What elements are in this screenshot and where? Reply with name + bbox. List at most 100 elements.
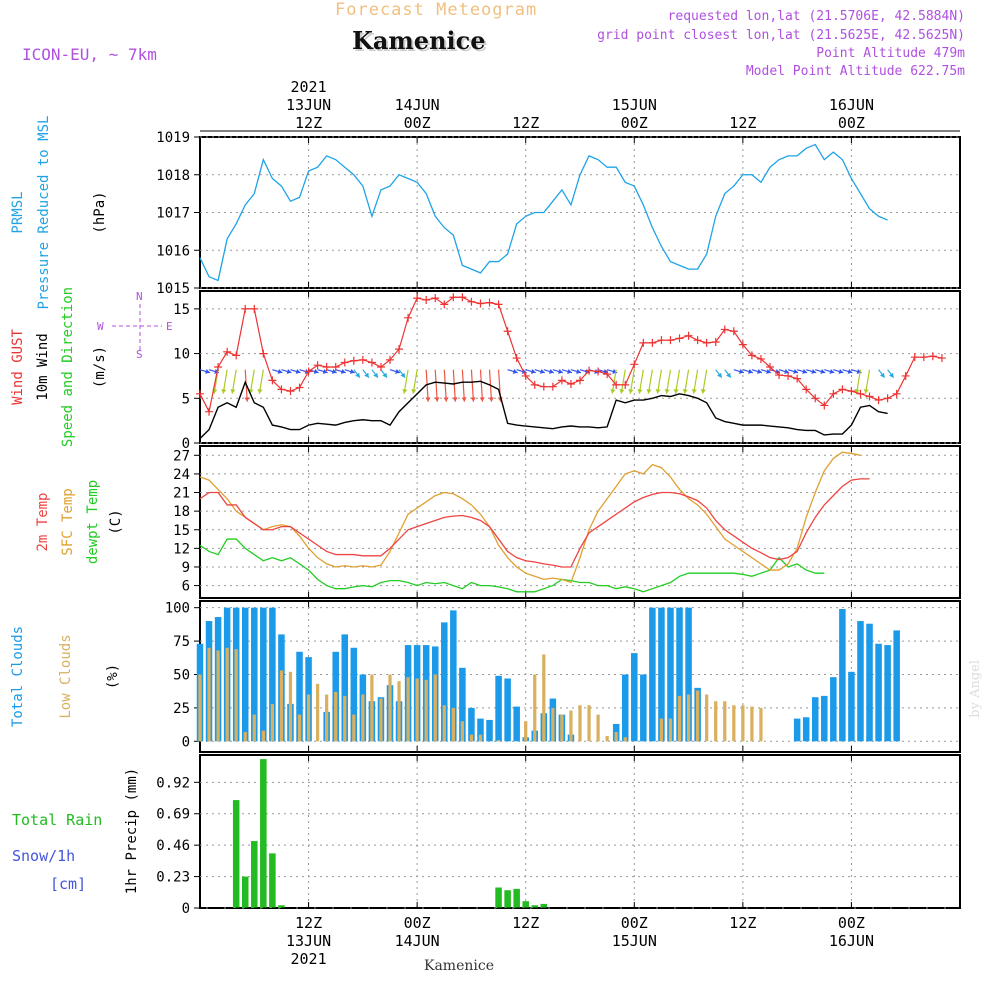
- wind-ytick-label: 5: [182, 391, 190, 407]
- precip-ytick-label: 0.23: [156, 870, 190, 886]
- wind-arrows: [199, 368, 895, 402]
- total-cloud-bar: [830, 677, 837, 742]
- wind-gust-marker: [675, 334, 684, 343]
- wind-arrow-head: [637, 389, 643, 394]
- temp-ytick-label: 21: [173, 486, 190, 502]
- precip-frame: [199, 754, 961, 909]
- total-cloud-bar: [468, 707, 475, 742]
- compass-cross: [112, 304, 162, 350]
- wind-gust-marker: [367, 358, 376, 367]
- total-cloud-bar: [486, 719, 493, 742]
- wind-speed-line: [199, 380, 888, 440]
- wind-arrow-head: [619, 389, 625, 394]
- wind-arrow-head: [402, 389, 408, 394]
- wind-gust-marker: [503, 327, 512, 336]
- wind-arrow-head: [400, 372, 406, 378]
- low-cloud-bar: [614, 731, 618, 742]
- low-cloud-bar: [686, 694, 691, 742]
- precip-side-label: Total Rain: [12, 811, 102, 829]
- wind-gust-marker: [693, 336, 702, 345]
- rain-bar: [278, 905, 285, 908]
- pressure-ytick-label: 1019: [156, 130, 190, 146]
- temp-ytick-label: 27: [173, 448, 190, 464]
- wind-gust-marker: [892, 389, 901, 398]
- precip-side-label: Snow/1h: [12, 847, 75, 865]
- bottom-axis-label: 12Z: [295, 914, 322, 932]
- clouds-side-label: Total Clouds: [10, 626, 26, 727]
- temp-2m-line: [199, 478, 870, 568]
- low-cloud-bar: [379, 698, 383, 742]
- total-cloud-bar: [450, 610, 457, 742]
- top-axis-label: 12Z: [295, 114, 322, 132]
- clouds-side-label: (%): [105, 664, 121, 689]
- wind-gust-marker: [657, 336, 666, 345]
- wind-arrow-shaft: [434, 369, 438, 402]
- low-cloud-bar: [560, 714, 564, 742]
- wind-arrow-head: [888, 372, 894, 378]
- wind-arrow-head: [364, 372, 369, 378]
- wind-arrow-head: [655, 389, 661, 394]
- wind-arrow-head: [838, 368, 844, 374]
- low-cloud-bar: [578, 705, 582, 742]
- wind-gust-marker: [711, 337, 720, 346]
- low-cloud-bar: [388, 674, 392, 742]
- wind-arrow-head: [664, 389, 670, 394]
- total-cloud-bar: [269, 607, 276, 742]
- precip-side-label: [cm]: [50, 875, 86, 893]
- low-cloud-bar: [659, 718, 664, 742]
- total-cloud-bar: [884, 645, 891, 742]
- temp-side-label: SFC Temp: [60, 488, 76, 555]
- wind-gust-marker: [874, 396, 883, 405]
- wind-gust-marker: [919, 353, 928, 362]
- low-cloud-bar: [306, 694, 311, 742]
- wind-arrow-head: [567, 368, 572, 374]
- wind-arrow-head: [691, 389, 697, 394]
- wind-gust-marker: [847, 387, 856, 396]
- wind-gust-marker: [648, 338, 657, 347]
- total-cloud-bar: [251, 607, 258, 742]
- wind-gust-marker: [295, 383, 304, 392]
- wind-gust-marker: [621, 380, 630, 389]
- wind-gust-marker: [702, 338, 711, 347]
- pressure-ytick-label: 1016: [156, 243, 190, 259]
- wind-side-label: 10m Wind: [35, 333, 51, 400]
- low-cloud-bar: [668, 718, 673, 742]
- wind-gust-marker: [775, 371, 784, 380]
- wind-arrow-head: [373, 372, 378, 378]
- forecast-title: Forecast Meteogram: [335, 0, 538, 20]
- bottom-axis-label: 16JUN: [829, 932, 874, 950]
- wind-gust-marker: [458, 293, 467, 302]
- dewpt-line: [199, 538, 825, 593]
- wind-gust-marker: [340, 358, 349, 367]
- top-axis-label: 00Z: [404, 114, 431, 132]
- wind-gust-marker: [729, 327, 738, 336]
- wind-gust-marker: [539, 382, 548, 391]
- wind-gust-marker: [322, 363, 331, 371]
- total-cloud-bar: [857, 621, 864, 742]
- low-cloud-bar: [225, 647, 229, 742]
- wind-arrow-head: [530, 368, 536, 374]
- low-cloud-bar: [424, 679, 428, 742]
- wind-gust-marker: [422, 295, 431, 304]
- precip-panel: 0 0.23 0.46 0.69 0.92: [156, 754, 961, 917]
- total-cloud-bar: [793, 718, 801, 742]
- precip-bars: [200, 759, 960, 909]
- wind-arrow-shaft: [443, 369, 447, 402]
- wind-arrow-head: [277, 368, 283, 374]
- pressure-panel: 1015 1016 1017 1018 1019: [156, 130, 961, 297]
- low-cloud-bar: [270, 703, 275, 742]
- clouds-ytick-label: 50: [173, 667, 190, 683]
- low-cloud-bar: [288, 671, 293, 742]
- low-cloud-bar: [433, 674, 437, 742]
- wind-arrow-head: [512, 368, 518, 374]
- temp-ytick-label: 9: [182, 560, 190, 576]
- low-cloud-bar: [478, 734, 483, 742]
- wind-gust-marker: [286, 387, 295, 396]
- total-cloud-bar: [658, 607, 665, 742]
- rain-bar: [251, 841, 258, 908]
- low-cloud-bar: [216, 650, 220, 742]
- pressure-ytick-label: 1017: [156, 206, 190, 222]
- total-cloud-bar: [350, 647, 358, 742]
- pressure-side-label: (hPa): [92, 191, 108, 233]
